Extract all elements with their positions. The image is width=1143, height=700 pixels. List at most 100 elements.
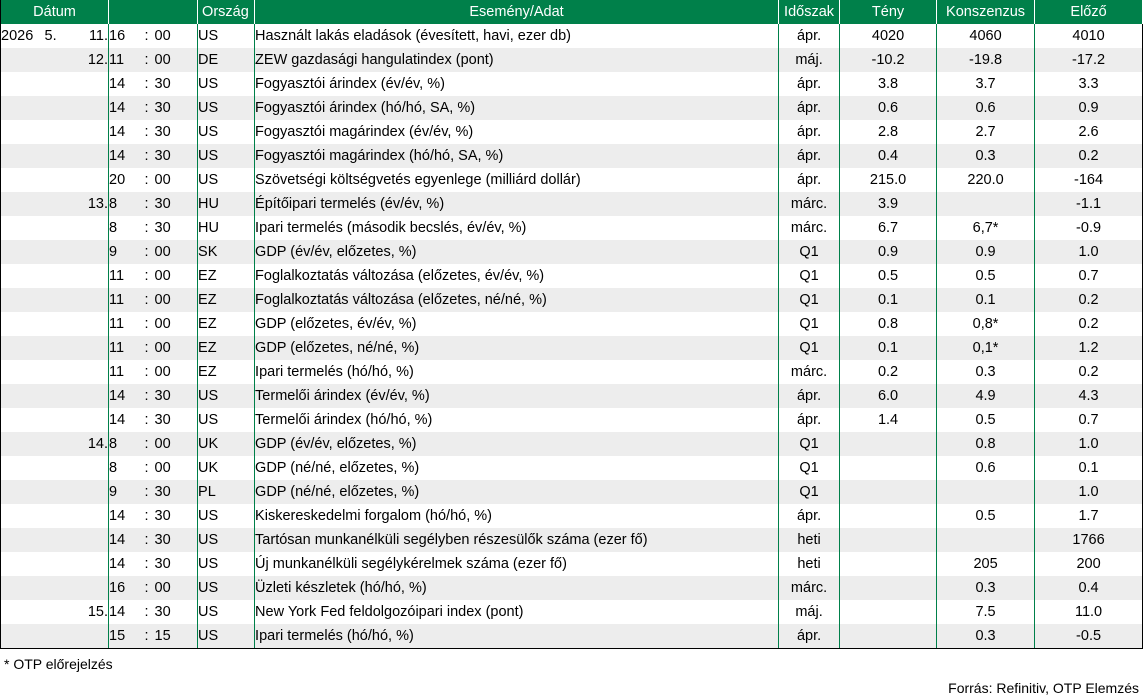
period: ápr.: [778, 120, 841, 144]
date-month: 5.: [44, 24, 71, 48]
event-name: Fogyasztói magárindex (hó/hó, SA, %): [254, 144, 780, 168]
time-minute: 30: [154, 144, 199, 168]
period: Q1: [778, 480, 841, 504]
time-hour: 14: [108, 144, 139, 168]
country-code: EZ: [197, 312, 256, 336]
table-row: 12. 11:00 DE ZEW gazdasági hangulatindex (p…: [0, 48, 1143, 72]
actual-value: [839, 528, 938, 552]
table-row: 11:00 EZ GDP (előzetes, né/né, %) Q1 0.1 0,1*…: [0, 336, 1143, 360]
time-minute: 30: [154, 192, 199, 216]
country-code: EZ: [197, 360, 256, 384]
consensus-value: [936, 192, 1036, 216]
header-event: Esemény/Adat: [254, 0, 780, 24]
consensus-value: 4060: [936, 24, 1036, 48]
time-hour: 14: [108, 120, 139, 144]
time-separator: :: [138, 480, 155, 504]
calendar-body: 2026 5. 11. 16:00 US Használt lakás eladások …: [0, 24, 1143, 649]
time-minute: 00: [154, 240, 199, 264]
previous-value: 11.0: [1034, 600, 1143, 624]
time-minute: 00: [154, 288, 199, 312]
actual-value: 0.5: [839, 264, 938, 288]
previous-value: -164: [1034, 168, 1143, 192]
actual-value: [839, 432, 938, 456]
consensus-value: 0.9: [936, 240, 1036, 264]
period: Q1: [778, 456, 841, 480]
event-name: GDP (év/év, előzetes, %): [254, 240, 780, 264]
country-code: US: [197, 144, 256, 168]
time-minute: 30: [154, 600, 199, 624]
time-hour: 11: [108, 312, 139, 336]
date-month: [44, 552, 71, 576]
date-month: [44, 576, 71, 600]
consensus-value: 3.7: [936, 72, 1036, 96]
period: márc.: [778, 576, 841, 600]
date-year: [0, 528, 45, 552]
event-name: Fogyasztói árindex (hó/hó, SA, %): [254, 96, 780, 120]
time-separator: :: [138, 48, 155, 72]
date-day: [70, 312, 110, 336]
previous-value: 1.0: [1034, 240, 1143, 264]
date-year: [0, 48, 45, 72]
consensus-value: 0.5: [936, 408, 1036, 432]
time-separator: :: [138, 24, 155, 48]
time-separator: :: [138, 552, 155, 576]
time-minute: 00: [154, 432, 199, 456]
time-minute: 30: [154, 552, 199, 576]
time-hour: 14: [108, 408, 139, 432]
header-row: Dátum Ország Esemény/Adat Időszak Tény K…: [0, 0, 1143, 24]
table-row: 16:00 US Üzleti készletek (hó/hó, %) márc. 0…: [0, 576, 1143, 600]
header-period: Időszak: [778, 0, 841, 24]
date-month: [44, 480, 71, 504]
period: Q1: [778, 432, 841, 456]
date-month: [44, 312, 71, 336]
table-row: 14:30 US Fogyasztói magárindex (év/év, %) á…: [0, 120, 1143, 144]
previous-value: 200: [1034, 552, 1143, 576]
time-separator: :: [138, 432, 155, 456]
actual-value: 3.9: [839, 192, 938, 216]
time-hour: 11: [108, 264, 139, 288]
date-month: [44, 528, 71, 552]
time-minute: 30: [154, 504, 199, 528]
country-code: US: [197, 96, 256, 120]
period: ápr.: [778, 144, 841, 168]
actual-value: 0.9: [839, 240, 938, 264]
consensus-value: 0.3: [936, 624, 1036, 649]
time-minute: 30: [154, 72, 199, 96]
event-name: Szövetségi költségvetés egyenlege (milli…: [254, 168, 780, 192]
country-code: UK: [197, 456, 256, 480]
time-separator: :: [138, 408, 155, 432]
actual-value: [839, 504, 938, 528]
date-month: [44, 72, 71, 96]
date-year: [0, 216, 45, 240]
consensus-value: 0.3: [936, 576, 1036, 600]
time-separator: :: [138, 120, 155, 144]
date-year: [0, 72, 45, 96]
event-name: Üzleti készletek (hó/hó, %): [254, 576, 780, 600]
consensus-value: 0.8: [936, 432, 1036, 456]
actual-value: 0.8: [839, 312, 938, 336]
actual-value: -10.2: [839, 48, 938, 72]
consensus-value: 4.9: [936, 384, 1036, 408]
table-row: 13. 8:30 HU Építőipari termelés (év/év, %) m…: [0, 192, 1143, 216]
date-month: [44, 600, 71, 624]
header-actual: Tény: [839, 0, 938, 24]
table-row: 14:30 US Tartósan munkanélküli segélyben r…: [0, 528, 1143, 552]
date-day: 14.: [70, 432, 110, 456]
actual-value: 2.8: [839, 120, 938, 144]
table-row: 14:30 US Fogyasztói magárindex (hó/hó, SA,…: [0, 144, 1143, 168]
time-hour: 14: [108, 552, 139, 576]
date-month: [44, 168, 71, 192]
period: ápr.: [778, 24, 841, 48]
period: heti: [778, 528, 841, 552]
source-note: Forrás: Refinitiv, OTP Elemzés: [948, 680, 1139, 696]
date-day: [70, 480, 110, 504]
period: márc.: [778, 360, 841, 384]
period: máj.: [778, 48, 841, 72]
date-day: [70, 288, 110, 312]
date-year: 2026: [0, 24, 45, 48]
event-name: Foglalkoztatás változása (előzetes, né/n…: [254, 288, 780, 312]
table-row: 8:00 UK GDP (né/né, előzetes, %) Q1 0.6 0.1: [0, 456, 1143, 480]
event-name: Fogyasztói magárindex (év/év, %): [254, 120, 780, 144]
consensus-value: 7.5: [936, 600, 1036, 624]
time-separator: :: [138, 168, 155, 192]
